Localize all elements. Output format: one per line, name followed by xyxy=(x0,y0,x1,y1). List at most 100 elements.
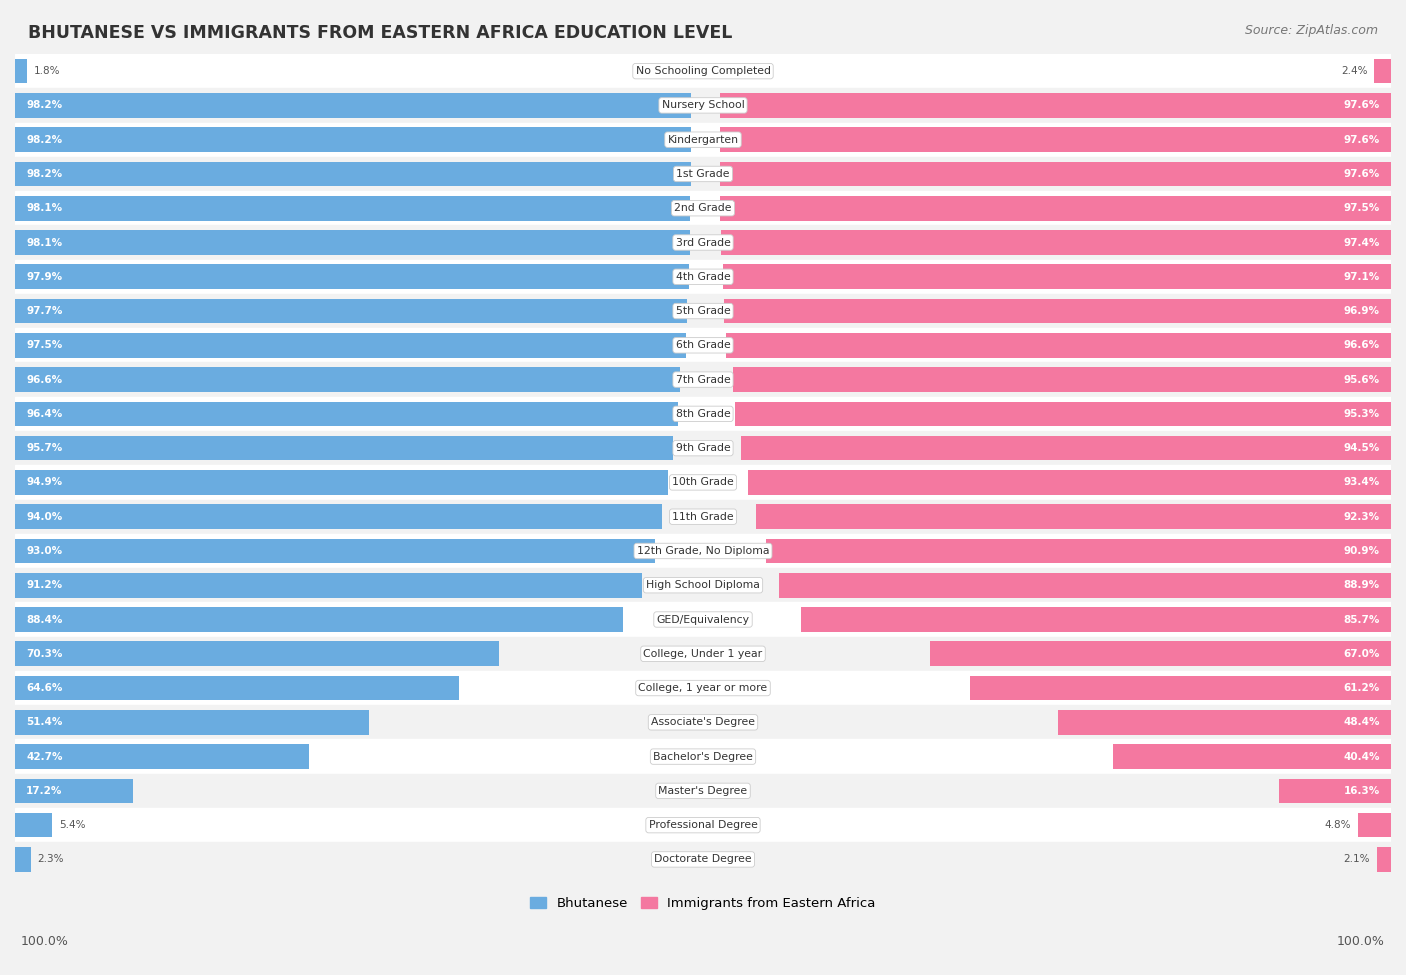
Bar xyxy=(15,128,690,152)
Bar xyxy=(15,298,688,324)
Bar xyxy=(15,534,1391,568)
Text: 93.0%: 93.0% xyxy=(25,546,62,556)
Text: GED/Equivalency: GED/Equivalency xyxy=(657,614,749,625)
Text: 97.1%: 97.1% xyxy=(1344,272,1381,282)
Text: 96.6%: 96.6% xyxy=(25,374,62,384)
Bar xyxy=(1057,710,1391,735)
Bar xyxy=(748,470,1391,494)
Bar xyxy=(741,436,1391,460)
Bar xyxy=(801,607,1391,632)
Text: 91.2%: 91.2% xyxy=(25,580,62,590)
Text: 42.7%: 42.7% xyxy=(25,752,62,761)
Text: 97.5%: 97.5% xyxy=(1344,203,1381,214)
Text: 94.0%: 94.0% xyxy=(25,512,62,522)
Text: 98.2%: 98.2% xyxy=(25,169,62,179)
Bar xyxy=(15,603,1391,637)
Bar xyxy=(15,93,690,118)
Bar xyxy=(15,89,1391,123)
Text: Nursery School: Nursery School xyxy=(662,100,744,110)
Text: 12th Grade, No Diploma: 12th Grade, No Diploma xyxy=(637,546,769,556)
Bar xyxy=(724,298,1391,324)
Bar xyxy=(15,264,689,290)
Text: 98.2%: 98.2% xyxy=(25,135,62,144)
Text: 97.4%: 97.4% xyxy=(1344,238,1381,248)
Bar xyxy=(720,196,1391,220)
Bar xyxy=(15,637,1391,671)
Text: 67.0%: 67.0% xyxy=(1344,648,1381,659)
Text: Doctorate Degree: Doctorate Degree xyxy=(654,854,752,865)
Bar xyxy=(15,705,1391,739)
Text: 48.4%: 48.4% xyxy=(1344,718,1381,727)
Bar xyxy=(1358,813,1391,838)
Bar xyxy=(15,230,690,254)
Text: 5.4%: 5.4% xyxy=(59,820,86,830)
Text: 90.9%: 90.9% xyxy=(1344,546,1381,556)
Bar xyxy=(15,778,134,803)
Text: 96.4%: 96.4% xyxy=(25,409,62,419)
Text: 98.1%: 98.1% xyxy=(25,203,62,214)
Bar xyxy=(15,431,1391,465)
Bar xyxy=(15,465,1391,499)
Text: 5th Grade: 5th Grade xyxy=(676,306,730,316)
Text: Source: ZipAtlas.com: Source: ZipAtlas.com xyxy=(1244,24,1378,37)
Bar xyxy=(15,744,309,769)
Bar xyxy=(15,607,623,632)
Bar xyxy=(15,196,690,220)
Bar xyxy=(1376,847,1391,872)
Text: 64.6%: 64.6% xyxy=(25,683,62,693)
Text: 100.0%: 100.0% xyxy=(1337,935,1385,948)
Text: College, Under 1 year: College, Under 1 year xyxy=(644,648,762,659)
Text: 51.4%: 51.4% xyxy=(25,718,62,727)
Text: 11th Grade: 11th Grade xyxy=(672,512,734,522)
Text: Master's Degree: Master's Degree xyxy=(658,786,748,796)
Bar xyxy=(15,671,1391,705)
Text: 98.1%: 98.1% xyxy=(25,238,62,248)
Text: 40.4%: 40.4% xyxy=(1344,752,1381,761)
Text: Associate's Degree: Associate's Degree xyxy=(651,718,755,727)
Bar xyxy=(15,333,686,358)
Text: 96.6%: 96.6% xyxy=(1344,340,1381,350)
Text: 4.8%: 4.8% xyxy=(1324,820,1351,830)
Text: College, 1 year or more: College, 1 year or more xyxy=(638,683,768,693)
Bar xyxy=(15,363,1391,397)
Bar xyxy=(15,329,1391,363)
Text: 95.6%: 95.6% xyxy=(1344,374,1381,384)
Bar xyxy=(15,225,1391,259)
Bar xyxy=(15,436,673,460)
Bar xyxy=(15,676,460,700)
Bar xyxy=(15,123,1391,157)
Text: 3rd Grade: 3rd Grade xyxy=(675,238,731,248)
Bar xyxy=(15,293,1391,329)
Text: 97.6%: 97.6% xyxy=(1344,100,1381,110)
Bar xyxy=(929,642,1391,666)
Text: 100.0%: 100.0% xyxy=(21,935,69,948)
Legend: Bhutanese, Immigrants from Eastern Africa: Bhutanese, Immigrants from Eastern Afric… xyxy=(524,891,882,916)
Text: BHUTANESE VS IMMIGRANTS FROM EASTERN AFRICA EDUCATION LEVEL: BHUTANESE VS IMMIGRANTS FROM EASTERN AFR… xyxy=(28,24,733,42)
Text: High School Diploma: High School Diploma xyxy=(647,580,759,590)
Text: 8th Grade: 8th Grade xyxy=(676,409,730,419)
Bar xyxy=(15,191,1391,225)
Text: 10th Grade: 10th Grade xyxy=(672,478,734,488)
Bar xyxy=(15,573,643,598)
Text: 2.3%: 2.3% xyxy=(38,854,65,865)
Bar xyxy=(15,499,1391,534)
Bar xyxy=(15,847,31,872)
Bar xyxy=(766,538,1391,564)
Text: 61.2%: 61.2% xyxy=(1344,683,1381,693)
Bar xyxy=(15,402,678,426)
Text: 97.6%: 97.6% xyxy=(1344,135,1381,144)
Bar xyxy=(15,259,1391,293)
Bar xyxy=(15,568,1391,603)
Bar xyxy=(15,774,1391,808)
Bar xyxy=(756,504,1391,529)
Bar xyxy=(15,642,499,666)
Bar xyxy=(15,58,27,84)
Bar xyxy=(779,573,1391,598)
Bar xyxy=(720,162,1391,186)
Text: 94.5%: 94.5% xyxy=(1344,444,1381,453)
Bar xyxy=(15,368,679,392)
Bar xyxy=(734,368,1391,392)
Bar xyxy=(970,676,1391,700)
Text: 97.9%: 97.9% xyxy=(25,272,62,282)
Text: 6th Grade: 6th Grade xyxy=(676,340,730,350)
